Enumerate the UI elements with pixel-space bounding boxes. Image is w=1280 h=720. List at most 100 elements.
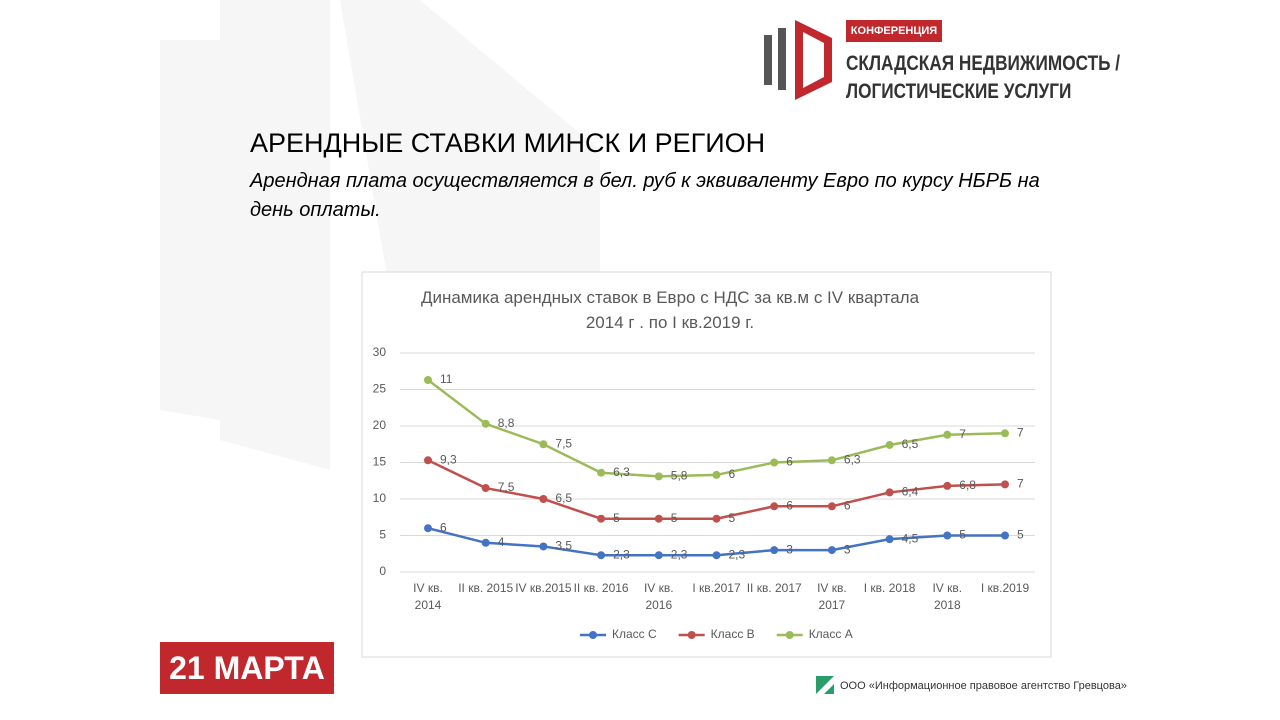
date: 21 МАРТА bbox=[169, 650, 325, 686]
data-label: 5 bbox=[613, 511, 620, 525]
point bbox=[597, 514, 606, 523]
point bbox=[1001, 480, 1009, 489]
data-label: 7,5 bbox=[498, 480, 515, 494]
x-tick-label: IV кв. 2018 bbox=[932, 581, 963, 612]
point bbox=[654, 551, 663, 560]
data-label: 6 bbox=[786, 455, 793, 469]
data-label: 6,3 bbox=[844, 452, 861, 466]
data-label: 7 bbox=[1017, 425, 1024, 439]
data-label: 5 bbox=[959, 528, 966, 542]
y-tick-label: 10 bbox=[373, 491, 387, 505]
data-label: 6 bbox=[786, 498, 793, 512]
point bbox=[424, 456, 432, 465]
data-label: 6 bbox=[440, 520, 447, 534]
date-box bbox=[160, 642, 334, 694]
point bbox=[654, 514, 663, 523]
data-label: 5 bbox=[729, 511, 736, 525]
data-label: 2,3 bbox=[613, 547, 630, 561]
x-tick-label: IV кв. 2016 bbox=[643, 581, 674, 612]
chart-frame bbox=[361, 271, 1052, 658]
data-label: 6,3 bbox=[613, 465, 630, 479]
data-label: 6,5 bbox=[555, 491, 572, 505]
data-label: 3 bbox=[844, 542, 851, 556]
y-tick-label: 25 bbox=[373, 382, 387, 396]
y-tick-label: 20 bbox=[373, 418, 387, 432]
x-tick-label: II кв. 2017 bbox=[746, 581, 802, 595]
data-label: 11 bbox=[440, 372, 453, 386]
data-label: 8,8 bbox=[498, 416, 515, 430]
point bbox=[1001, 531, 1009, 540]
data-label: 5 bbox=[1017, 528, 1024, 542]
point bbox=[885, 535, 894, 544]
point bbox=[712, 470, 721, 479]
point bbox=[943, 531, 952, 540]
data-label: 4,5 bbox=[902, 531, 919, 545]
y-tick-label: 0 bbox=[379, 564, 386, 578]
x-tick-label: I кв.2019 bbox=[980, 581, 1030, 595]
x-tick-label: II кв. 2016 bbox=[573, 581, 629, 595]
x-tick-label: I кв. 2018 bbox=[863, 581, 916, 595]
point bbox=[424, 524, 432, 533]
y-tick-label: 5 bbox=[379, 528, 386, 542]
footer-icon bbox=[816, 676, 834, 694]
logo-title: СКЛАДСКАЯ НЕДВИЖИМОСТЬ / bbox=[846, 52, 1121, 75]
data-label: 7 bbox=[1017, 477, 1024, 491]
y-tick-label: 30 bbox=[373, 345, 387, 359]
data-label: 3 bbox=[786, 542, 793, 556]
y-tick-label: 15 bbox=[373, 455, 387, 469]
data-label: 5 bbox=[671, 511, 678, 525]
legend-label: Класс В bbox=[711, 627, 755, 641]
legend-label: Класс С bbox=[612, 627, 657, 641]
point bbox=[770, 546, 779, 555]
point bbox=[424, 376, 432, 385]
data-label: 5,8 bbox=[671, 469, 688, 483]
point bbox=[539, 495, 548, 503]
point bbox=[885, 488, 894, 497]
legend-label: Класс А bbox=[809, 627, 853, 641]
x-tick-label: IV кв. 2014 bbox=[413, 581, 443, 612]
x-tick-label: II кв. 2015 bbox=[458, 581, 514, 595]
point bbox=[712, 514, 721, 523]
data-label: 7 bbox=[959, 427, 966, 441]
x-tick-label: I кв.2017 bbox=[692, 581, 741, 595]
point bbox=[539, 440, 548, 449]
legend-marker bbox=[589, 631, 597, 639]
data-label: 9,3 bbox=[440, 452, 457, 466]
point bbox=[943, 481, 952, 490]
data-label: 2,3 bbox=[671, 547, 688, 561]
point bbox=[597, 468, 606, 477]
heading: АРЕНДНЫЕ СТАВКИ МИНСК И РЕГИОН bbox=[250, 128, 766, 158]
data-label: 6,5 bbox=[902, 437, 919, 451]
chart-title: Динамика арендных ставок в Евро с НДС за… bbox=[420, 288, 920, 332]
point bbox=[712, 551, 721, 560]
point bbox=[943, 430, 952, 439]
point bbox=[885, 440, 894, 449]
legend-marker bbox=[785, 631, 794, 639]
point bbox=[827, 546, 836, 555]
subheading: Арендная плата осуществляется в бел. руб… bbox=[250, 170, 1040, 221]
data-label: 6 bbox=[844, 498, 851, 512]
point bbox=[481, 538, 490, 547]
x-tick-label: IV кв.2015 bbox=[515, 581, 572, 595]
point bbox=[1001, 429, 1009, 438]
point bbox=[539, 542, 548, 551]
data-label: 3,5 bbox=[555, 539, 572, 553]
data-label: 7,5 bbox=[555, 436, 572, 450]
point bbox=[481, 419, 490, 428]
logo bbox=[764, 20, 942, 100]
data-label: 4 bbox=[498, 535, 505, 549]
point bbox=[597, 551, 606, 560]
legend-marker bbox=[687, 631, 696, 639]
data-label: 6,4 bbox=[902, 485, 919, 499]
x-tick-label: IV кв. 2017 bbox=[817, 581, 847, 612]
point bbox=[827, 502, 836, 511]
point bbox=[481, 484, 490, 493]
data-label: 6,8 bbox=[959, 478, 976, 492]
point bbox=[770, 458, 779, 467]
point bbox=[827, 456, 836, 465]
point bbox=[770, 502, 779, 511]
data-label: 2,3 bbox=[729, 547, 746, 561]
point bbox=[654, 472, 663, 481]
